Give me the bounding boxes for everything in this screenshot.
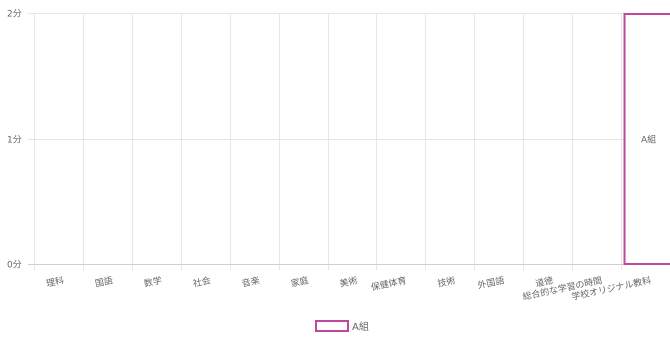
x-tick-label: 国語 — [94, 274, 114, 289]
x-tick-label: 社会 — [192, 274, 212, 289]
x-tick-label: 数学 — [143, 274, 163, 289]
x-tick-label: 保健体育 — [370, 274, 408, 293]
y-tick-label: 0分 — [7, 260, 22, 271]
legend[interactable]: A組 — [315, 320, 369, 333]
legend-label[interactable]: A組 — [352, 320, 369, 333]
y-tick-label: 2分 — [7, 9, 22, 20]
y-tick-label: 1分 — [7, 135, 22, 146]
x-tick-label: 家庭 — [290, 274, 310, 289]
y-axis-ticks: 0分 1分 2分 — [7, 9, 22, 271]
x-tick-label: 外国語 — [476, 274, 505, 291]
bar-series: A組 — [623, 13, 670, 265]
bar-data-label: A組 — [641, 134, 656, 146]
bar — [623, 13, 670, 265]
x-tick-label: 理科 — [45, 274, 65, 289]
x-axis-ticks: 理科 国語 数学 社会 音楽 家庭 美術 保健体育 技術 外国語 道徳総合的な学習の時間学校オリジナ… — [45, 274, 652, 303]
x-tick-label: 音楽 — [241, 274, 261, 289]
x-tick-label: 技術 — [436, 274, 456, 289]
x-tick-label: 道徳 — [534, 274, 554, 289]
grid-lines — [28, 13, 670, 270]
x-tick-label: 美術 — [339, 274, 359, 289]
legend-swatch[interactable] — [315, 320, 349, 332]
